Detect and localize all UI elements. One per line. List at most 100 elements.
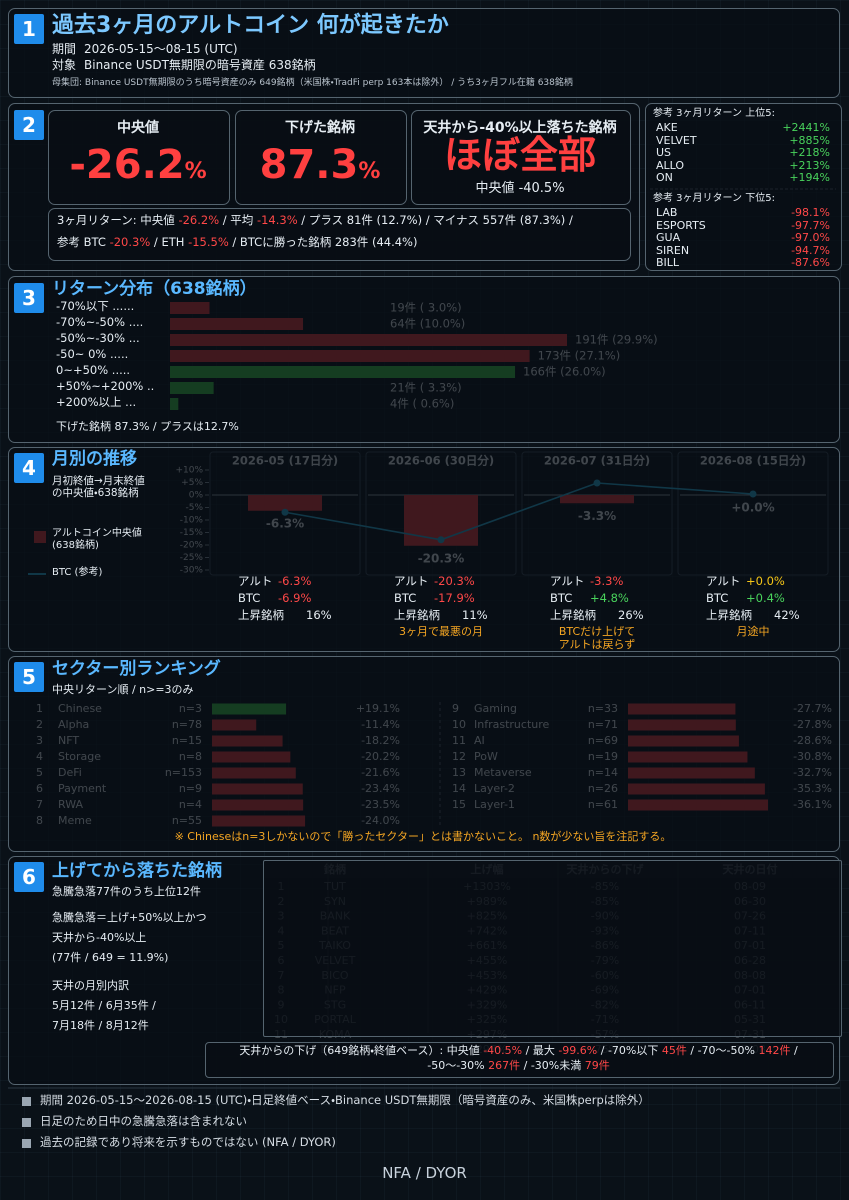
month-note: 月途中 — [736, 625, 770, 638]
footnote: 下げた銘柄 87.3% / プラスは12.7% — [56, 420, 239, 433]
ranking-name: GUA — [656, 231, 681, 245]
text-segment: 参考 BTC — [57, 235, 110, 249]
chart-title: 月別の推移 — [52, 449, 137, 469]
rise-value: 16% — [306, 608, 332, 622]
sector-note: ※ Chineseはn=3しかないので「勝ったセクター」とは書かないこと。 n数… — [174, 830, 672, 843]
ranking-name: BILL — [656, 256, 680, 270]
text-line: 参考 BTC -20.3% / ETH -15.5% / BTCに勝った銘柄 2… — [57, 235, 417, 249]
footer-note: 過去の記録であり将来を示すものではない (NFA / DYOR) — [40, 1135, 336, 1149]
chart-title: リターン分布（638銘柄） — [52, 279, 257, 299]
stat-card — [235, 110, 407, 205]
section-number: 2 — [14, 110, 44, 140]
category-label: 0~+50% ..... — [56, 363, 131, 377]
definition-note: 急騰急落＝上げ+50%以上かつ — [52, 911, 207, 924]
stat-label: アルト — [706, 574, 741, 588]
ranking-value: +218% — [789, 146, 830, 160]
section-number: 1 — [14, 14, 44, 44]
card-value: ほぼ全部 — [411, 133, 629, 178]
stat-label: 上昇銘柄 — [550, 608, 596, 622]
text-segment: -99.6% — [558, 1044, 598, 1057]
text-segment: / -70〜-50% — [686, 1044, 759, 1057]
card-value: 87.3% — [235, 142, 405, 188]
chart-title: セクター別ランキング — [52, 659, 221, 679]
section-number: 6 — [14, 862, 44, 892]
text-line: 天井からの下げ（649銘柄・終値ベース）: 中央値 -40.5% / 最大 -9… — [205, 1044, 832, 1058]
card-unit: % — [184, 159, 207, 184]
stat-label: BTC — [394, 591, 417, 605]
ranking-title: 参考 3ヶ月リターン 上位5: — [653, 108, 775, 119]
stat-card — [411, 110, 631, 205]
definition-note: 天井から-40%以上 — [52, 931, 147, 944]
stat-value: -17.9% — [434, 591, 475, 605]
section-number: 4 — [14, 453, 44, 483]
text-segment: 142件 — [758, 1044, 791, 1057]
ranking-name: ESPORTS — [656, 218, 706, 232]
section-subtitle: 急騰急落77件のうち上位12件 — [52, 885, 201, 898]
category-label: -70%以下 ...... — [56, 299, 135, 313]
ranking-box — [645, 103, 842, 271]
text-segment: / プラス 81件 (12.7%) / マイナス 557件 (87.3%) / — [297, 213, 573, 227]
text-segment: -50〜-30% — [427, 1059, 489, 1072]
category-label: +50%~+200% .. — [56, 379, 155, 393]
ranking-value: -87.6% — [791, 256, 830, 270]
text-segment: / — [790, 1044, 798, 1057]
text-segment: -40.5% — [483, 1044, 523, 1057]
rise-value: 42% — [774, 608, 800, 622]
panel — [8, 656, 840, 852]
chart-subtitle: 月初終値→月末終値 の中央値・638銘柄 — [52, 475, 145, 500]
card-label: 天井から-40%以上落ちた銘柄 — [423, 120, 617, 136]
footer-note: 日足のため日中の急騰急落は含まれない — [40, 1114, 247, 1128]
stat-label: アルト — [550, 574, 585, 588]
card-number: 87.3 — [259, 142, 359, 188]
category-label: +200%以上 ... — [56, 395, 137, 409]
ranking-value: -97.7% — [791, 218, 830, 232]
ranking-name: ALLO — [656, 158, 685, 172]
stat-label: 上昇銘柄 — [706, 608, 752, 622]
panel — [8, 447, 840, 652]
bullet — [22, 1097, 31, 1106]
text-segment: 3ヶ月リターン: 中央値 — [57, 213, 179, 227]
ranking-name: VELVET — [656, 133, 697, 147]
text-segment: / -30%未満 — [520, 1059, 585, 1072]
stat-label: アルト — [238, 574, 273, 588]
stat-value: -3.3% — [590, 574, 624, 588]
table-box — [263, 860, 842, 1037]
text-segment: 267件 — [488, 1059, 521, 1072]
ranking-value: +885% — [789, 133, 830, 147]
definition-note: 天井の月別内訳 — [52, 979, 129, 992]
category-label: -50%~-30% ... — [56, 331, 140, 345]
ranking-name: SIREN — [656, 243, 690, 257]
summary-box — [48, 208, 631, 261]
text-line: 3ヶ月リターン: 中央値 -26.2% / 平均 -14.3% / プラス 81… — [57, 213, 573, 227]
stat-label: BTC — [550, 591, 573, 605]
definition-note: (77件 / 649 = 11.9%) — [52, 951, 169, 964]
stat-label: BTC — [706, 591, 729, 605]
rise-value: 26% — [618, 608, 644, 622]
month-note: BTCだけ上げて アルトは戻らず — [558, 625, 636, 651]
legend-label: BTC (参考) — [52, 567, 103, 578]
text-segment: / 平均 — [219, 213, 257, 227]
ranking-value: -94.7% — [791, 243, 830, 257]
text-segment: -14.3% — [256, 213, 298, 227]
category-label: -50~ 0% ..... — [56, 347, 129, 361]
text-line: -50〜-30% 267件 / -30%未満 79件 — [205, 1059, 832, 1073]
definition-note: 5月12件 / 6月35件 / — [52, 999, 156, 1012]
stat-value: +0.4% — [746, 591, 785, 605]
definition-note: 7月18件 / 8月12件 — [52, 1019, 149, 1032]
ranking-name: LAB — [656, 206, 678, 219]
text-segment: / 最大 — [522, 1044, 559, 1057]
chart-subtitle: 中央リターン順 / n>=3のみ — [52, 683, 194, 696]
stat-label: 上昇銘柄 — [394, 608, 440, 622]
page-title: 過去3ヶ月のアルトコイン 何が起きたか — [52, 13, 449, 38]
period: 2026-05-15〜08-15 (UTC) — [84, 42, 238, 56]
section-title: 上げてから落ちた銘柄 — [52, 861, 222, 881]
text-segment: -15.5% — [188, 235, 229, 249]
ranking-value: +213% — [789, 158, 830, 172]
card-number: ほぼ全部 — [443, 133, 596, 177]
ranking-name: ON — [656, 171, 673, 185]
card-number: -26.2 — [69, 142, 185, 188]
stat-value: -6.3% — [278, 574, 312, 588]
footer-box — [205, 1042, 834, 1078]
bullet — [22, 1139, 31, 1148]
ranking-name: US — [656, 146, 672, 160]
